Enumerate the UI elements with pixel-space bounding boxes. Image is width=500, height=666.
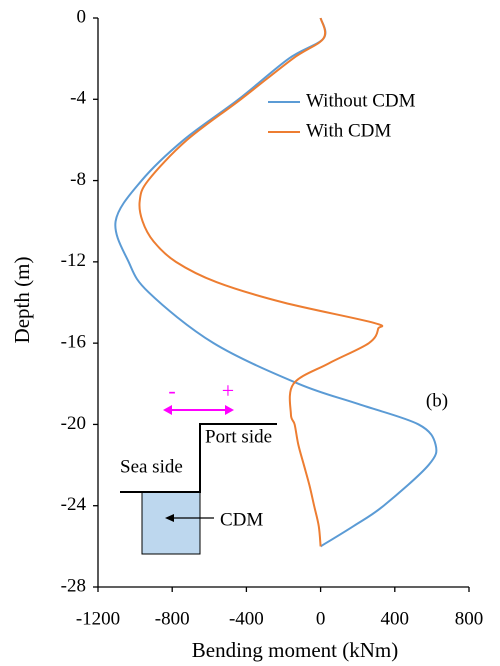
x-tick-label: 400	[381, 608, 410, 629]
data-line	[114, 17, 438, 548]
y-tick-label: -16	[61, 332, 86, 353]
y-tick-label: -24	[61, 494, 87, 515]
legend-label: With CDM	[306, 120, 391, 141]
panel-label: (b)	[426, 390, 448, 411]
x-axis-title: Bending moment (kNm)	[192, 638, 398, 662]
x-tick-label: -400	[229, 608, 264, 629]
x-tick-label: 800	[455, 608, 484, 629]
y-axis-title: Depth (m)	[10, 257, 34, 344]
arrow-head	[225, 405, 234, 415]
x-tick-label: -1200	[76, 608, 120, 629]
x-tick-label: -800	[155, 608, 190, 629]
arrow-head	[165, 514, 174, 522]
sea-side-label: Sea side	[120, 456, 183, 477]
arrow-head	[163, 405, 172, 415]
y-tick-label: -28	[61, 575, 86, 596]
x-tick-label: 0	[316, 608, 326, 629]
plus-sign: +	[222, 378, 234, 403]
y-tick-label: -20	[61, 413, 86, 434]
quay-wall	[120, 423, 277, 493]
minus-sign: -	[168, 378, 175, 403]
y-tick-label: 0	[77, 6, 87, 27]
y-tick-label: -8	[70, 169, 86, 190]
port-side-label: Port side	[205, 426, 272, 447]
cdm-block	[141, 491, 201, 555]
y-tick-label: -4	[70, 88, 86, 109]
cdm-label: CDM	[220, 509, 263, 530]
diagram	[120, 405, 277, 555]
data-line	[138, 17, 384, 547]
y-tick-label: -12	[61, 250, 86, 271]
legend-label: Without CDM	[306, 90, 416, 111]
